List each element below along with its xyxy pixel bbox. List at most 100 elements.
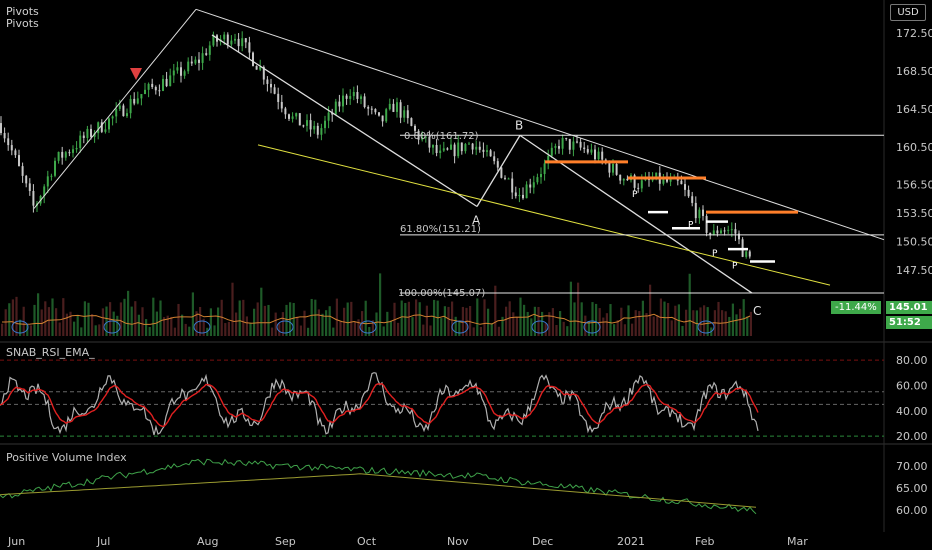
volume-bar (19, 319, 22, 336)
volume-bar (346, 302, 349, 336)
candle-body (327, 112, 330, 121)
candle-body (111, 116, 114, 119)
volume-bar (73, 321, 76, 336)
volume-bar (8, 303, 11, 336)
volume-bar (728, 316, 731, 336)
candle-body (399, 102, 402, 118)
candle-body (248, 42, 251, 53)
candle-body (10, 145, 13, 151)
volume-bar (148, 326, 151, 336)
candle-body (579, 141, 582, 148)
candle-body (392, 103, 395, 112)
volume-bar (314, 299, 317, 336)
volume-bar (245, 316, 248, 336)
volume-bar (652, 316, 655, 336)
volume-bar (465, 307, 468, 336)
candles-group (0, 31, 751, 259)
volume-bar (627, 305, 630, 336)
volume-bar (649, 284, 652, 336)
currency-button[interactable]: USD (890, 4, 926, 21)
candle-body (493, 156, 496, 162)
volume-bar (569, 281, 572, 336)
candle-body (453, 144, 456, 157)
candle-body (640, 180, 643, 189)
volume-bar (69, 311, 72, 336)
volume-bar (152, 297, 155, 336)
candle-body (712, 230, 715, 236)
candle-body (450, 144, 452, 150)
volume-bar (746, 316, 749, 336)
fib-label-100: 100.00%(145.07) (398, 288, 485, 299)
volume-bar (749, 311, 752, 336)
volume-bar (33, 304, 36, 336)
volume-bar (443, 306, 446, 336)
candle-body (385, 109, 388, 122)
volume-bar (62, 298, 65, 336)
volume-bar (202, 318, 205, 336)
x-tick-label: Nov (447, 535, 469, 548)
candle-body (309, 120, 312, 130)
volume-bar (296, 316, 299, 336)
volume-bar (573, 302, 576, 336)
candle-body (280, 101, 283, 109)
candle-body (316, 125, 319, 135)
volume-bar (551, 308, 554, 336)
candle-body (478, 146, 481, 150)
volume-bar (440, 318, 443, 336)
candle-body (381, 115, 384, 122)
trendline-wave-a (211, 34, 478, 208)
candle-body (7, 138, 10, 146)
candle-body (608, 162, 611, 173)
volume-bar (87, 302, 90, 336)
pivot-circle-marker (697, 320, 715, 334)
candle-body (108, 118, 110, 130)
volume-bar (641, 300, 644, 336)
candle-body (100, 122, 103, 132)
candle-body (612, 163, 614, 173)
volume-bar (515, 317, 518, 336)
candle-body (57, 151, 60, 161)
candle-body (590, 149, 593, 153)
volume-bar (155, 311, 158, 336)
volume-bar (605, 313, 608, 336)
volume-bar (130, 306, 133, 336)
pvi-y-tick-label: 70.00 (896, 460, 928, 473)
volume-bar (476, 298, 479, 336)
volume-bar (685, 309, 688, 336)
volume-bar (580, 302, 583, 336)
candle-body (421, 137, 424, 140)
volume-bar (170, 316, 173, 336)
candle-body (705, 215, 708, 233)
volume-bar (379, 273, 382, 336)
volume-bar (260, 287, 263, 336)
volume-bar (105, 306, 108, 336)
candle-body (406, 110, 409, 119)
volume-bar (577, 282, 580, 336)
support-line (257, 144, 831, 286)
volume-bar (742, 299, 745, 336)
volume-bar (497, 326, 500, 336)
candle-body (115, 108, 118, 117)
volume-bar (332, 327, 335, 336)
volume-bar (191, 292, 194, 336)
volume-bar (404, 302, 407, 336)
volume-bar (591, 302, 594, 336)
volume-bar (141, 307, 144, 336)
candle-body (72, 149, 74, 153)
volume-bar (584, 315, 587, 336)
pivot-circle-marker (103, 320, 121, 334)
candle-body (331, 112, 334, 115)
candle-body (662, 178, 665, 184)
candle-body (237, 38, 240, 47)
pivot-circle-marker (11, 320, 29, 334)
volume-bar (559, 311, 562, 336)
candle-body (601, 151, 604, 160)
volume-bar (544, 323, 547, 336)
volume-bar (717, 301, 720, 336)
volume-bar (195, 311, 198, 336)
candle-body (532, 182, 535, 188)
volume-bar (256, 302, 259, 336)
candle-body (32, 191, 35, 206)
trendline-wave-b (476, 135, 521, 207)
